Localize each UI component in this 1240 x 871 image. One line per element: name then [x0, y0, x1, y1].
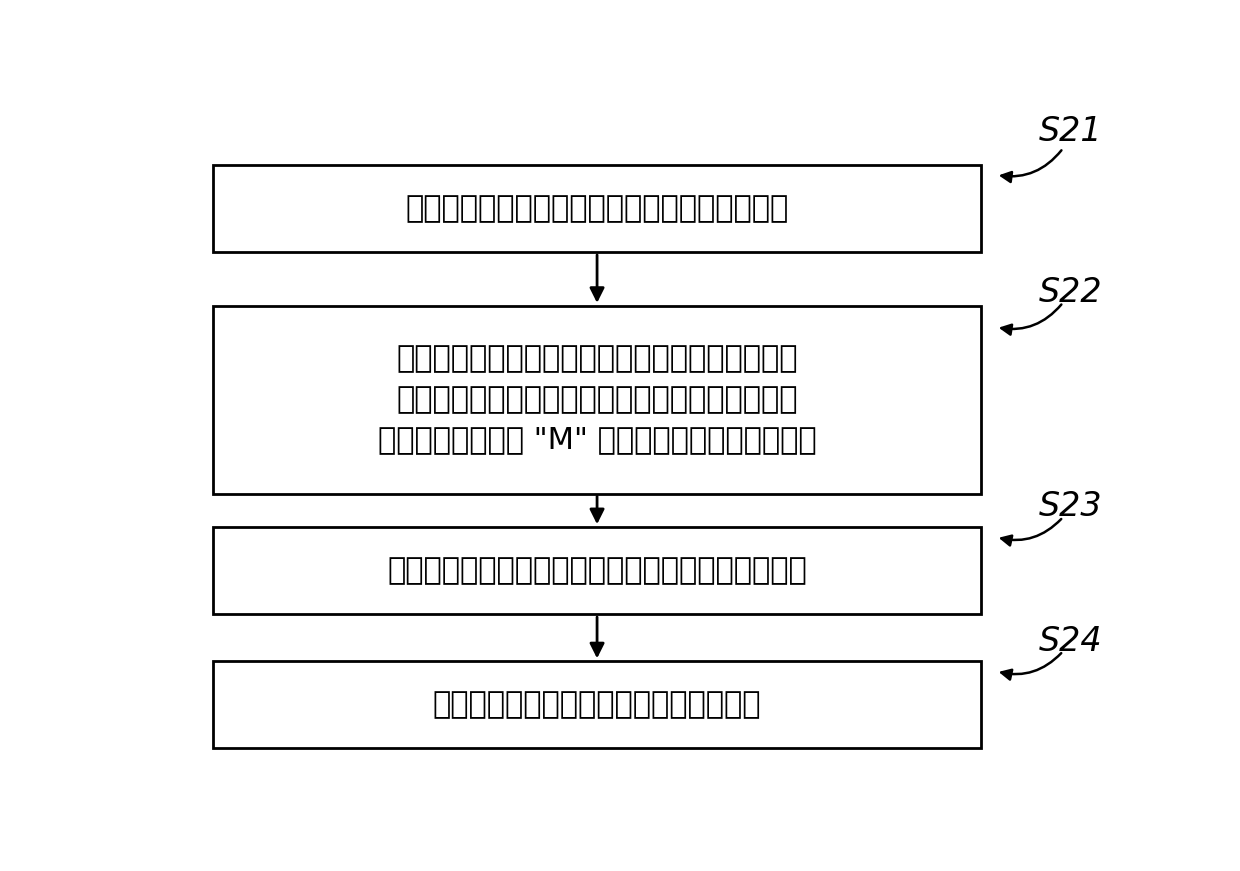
- Text: 由开槽平顶光斑对所述凹槽再次进行刻蚀: 由开槽平顶光斑对所述凹槽再次进行刻蚀: [433, 691, 761, 719]
- Text: 将第一激光光束经整形处理后形成开槽平顶光斑: 将第一激光光束经整形处理后形成开槽平顶光斑: [405, 194, 789, 223]
- FancyBboxPatch shape: [213, 306, 982, 494]
- Text: S22: S22: [1039, 276, 1102, 309]
- FancyBboxPatch shape: [213, 527, 982, 614]
- Text: 由组合平顶光斑对所述预定切割道进行刻蚀形成凹槽: 由组合平顶光斑对所述预定切割道进行刻蚀形成凹槽: [387, 557, 807, 585]
- Text: S21: S21: [1039, 115, 1102, 148]
- Text: S24: S24: [1039, 625, 1102, 658]
- Text: S23: S23: [1039, 490, 1102, 523]
- FancyBboxPatch shape: [213, 165, 982, 252]
- FancyBboxPatch shape: [213, 661, 982, 748]
- Text: 将第二、三激光光束经整形处理后形成重叠平顶光
斑并将其重叠在开槽平顶光斑上，形成具有边缘能
量大于中间能量的 "M" 形能量分布的组合平顶光斑: 将第二、三激光光束经整形处理后形成重叠平顶光 斑并将其重叠在开槽平顶光斑上，形成…: [378, 345, 816, 455]
